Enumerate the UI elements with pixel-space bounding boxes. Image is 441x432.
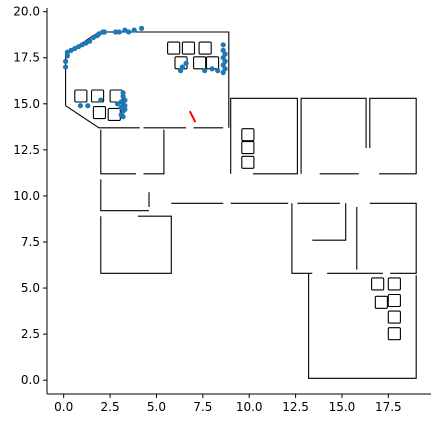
data-point [209,66,215,72]
obstacle-box [167,41,181,55]
map-walls [65,31,417,379]
obstacle-box [387,277,401,291]
data-point [63,64,69,70]
obstacle-box [92,106,107,120]
data-point [220,69,226,76]
path-line [188,110,197,123]
data-point [139,25,145,31]
y-tick-label: 7.5 [21,235,40,249]
wall-segment [312,203,347,241]
x-tick-label: 10.0 [236,400,263,414]
obstacle-box [371,277,385,291]
x-tick-label: 7.5 [193,400,212,414]
data-point [116,29,122,35]
data-point [178,68,184,74]
wall-segment [100,215,172,274]
wall-segment [65,105,140,129]
data-point [98,97,104,103]
data-point [220,42,226,48]
data-point [64,53,70,59]
data-point [126,29,132,35]
x-tick-label: 12.5 [282,400,309,414]
obstacle-box [181,41,196,55]
data-point [215,68,221,74]
robot-path [188,110,197,123]
obstacle-box [107,107,121,121]
data-point [120,114,126,120]
wall-segment [308,273,417,379]
y-tick-label: 0.0 [21,373,40,387]
x-tick-label: 5.0 [147,400,166,414]
y-tick-label: 5.0 [21,281,40,295]
wall-segment [65,31,230,128]
data-point [202,68,208,74]
x-tick-label: 17.5 [375,400,402,414]
data-point [113,29,119,35]
data-point [120,90,126,96]
obstacle-box [241,141,255,155]
x-tick-label: 15.0 [329,400,356,414]
y-tick-label: 10.0 [13,189,40,203]
axes: 0.0 2.5 5.0 7.5 10.0 12.5 15.0 17.5 0.0 2.5 5.0 7.5… [13,5,431,414]
wall-segment [369,97,417,175]
obstacle-box [241,155,255,169]
wall-segment [230,97,298,175]
wall-segment [300,97,367,174]
data-point [77,103,83,109]
x-tick-label: 2.5 [101,400,120,414]
wall-segment [100,179,149,212]
obstacle-box [374,295,388,309]
data-point [183,60,189,66]
y-tick-label: 2.5 [21,327,40,341]
y-tick-label: 15.0 [13,97,40,111]
y-tick-label: 20.0 [13,5,40,19]
wall-segment [143,129,165,175]
wall-segment [291,203,313,274]
obstacle-box [198,41,212,55]
obstacle-box [387,327,401,341]
obstacle-boxes [74,41,401,341]
data-points [63,25,228,120]
y-tick-label: 17.5 [13,51,40,65]
wall-segment [100,129,136,175]
data-point [101,29,108,35]
data-point [87,38,93,44]
y-tick-label: 12.5 [13,143,40,157]
obstacle-box [387,310,401,324]
obstacle-box [90,89,105,103]
wall-segment [369,202,417,274]
obstacle-box [74,89,88,103]
obstacle-box [241,128,255,142]
data-point [131,27,137,33]
x-tick-label: 0.0 [54,400,73,414]
obstacle-box [193,56,207,70]
obstacle-box [387,293,401,308]
data-point [85,103,91,109]
data-point [63,58,69,64]
